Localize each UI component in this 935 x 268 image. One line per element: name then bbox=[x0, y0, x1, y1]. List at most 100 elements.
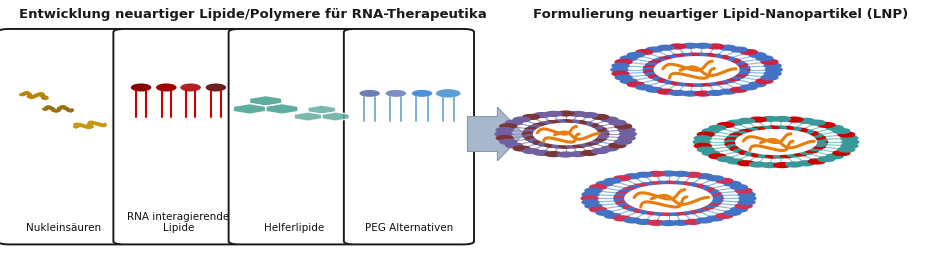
Circle shape bbox=[523, 135, 536, 138]
Circle shape bbox=[737, 65, 750, 69]
Circle shape bbox=[709, 125, 726, 130]
Circle shape bbox=[648, 220, 665, 225]
Circle shape bbox=[640, 210, 654, 214]
Circle shape bbox=[731, 75, 744, 79]
Circle shape bbox=[592, 149, 609, 154]
Circle shape bbox=[672, 172, 689, 176]
Circle shape bbox=[701, 187, 714, 191]
Circle shape bbox=[725, 138, 738, 142]
Circle shape bbox=[707, 216, 724, 221]
Circle shape bbox=[74, 126, 79, 128]
Circle shape bbox=[701, 206, 714, 209]
Circle shape bbox=[649, 75, 662, 79]
Circle shape bbox=[609, 143, 626, 148]
Circle shape bbox=[583, 200, 599, 204]
Circle shape bbox=[569, 111, 586, 116]
Polygon shape bbox=[233, 103, 266, 114]
Circle shape bbox=[707, 176, 724, 181]
Circle shape bbox=[20, 94, 25, 95]
Circle shape bbox=[730, 185, 747, 189]
Circle shape bbox=[719, 89, 736, 94]
Circle shape bbox=[585, 123, 598, 127]
Circle shape bbox=[717, 157, 734, 162]
Circle shape bbox=[761, 59, 778, 64]
Circle shape bbox=[620, 79, 637, 84]
Ellipse shape bbox=[131, 83, 151, 91]
Circle shape bbox=[794, 128, 807, 132]
Circle shape bbox=[838, 132, 855, 137]
Circle shape bbox=[766, 154, 779, 158]
Circle shape bbox=[727, 77, 741, 81]
Circle shape bbox=[609, 120, 626, 125]
Circle shape bbox=[735, 204, 752, 209]
FancyArrow shape bbox=[468, 107, 524, 161]
Circle shape bbox=[657, 89, 674, 94]
Circle shape bbox=[647, 182, 660, 186]
Circle shape bbox=[534, 151, 551, 155]
Circle shape bbox=[619, 189, 632, 193]
Circle shape bbox=[593, 137, 606, 141]
Circle shape bbox=[657, 45, 674, 50]
Circle shape bbox=[737, 68, 750, 72]
Circle shape bbox=[590, 185, 607, 189]
Circle shape bbox=[682, 91, 698, 96]
Circle shape bbox=[618, 136, 635, 140]
Circle shape bbox=[85, 126, 91, 128]
Circle shape bbox=[593, 127, 606, 131]
Circle shape bbox=[645, 73, 658, 76]
Polygon shape bbox=[266, 103, 298, 114]
Circle shape bbox=[690, 184, 703, 188]
Circle shape bbox=[798, 161, 814, 166]
Circle shape bbox=[798, 118, 814, 123]
Circle shape bbox=[506, 120, 523, 125]
Circle shape bbox=[627, 82, 644, 87]
Circle shape bbox=[701, 54, 714, 57]
Circle shape bbox=[79, 124, 83, 126]
Circle shape bbox=[808, 159, 825, 164]
Circle shape bbox=[597, 181, 613, 186]
Circle shape bbox=[636, 172, 653, 177]
Circle shape bbox=[827, 154, 843, 159]
Circle shape bbox=[613, 196, 626, 200]
Circle shape bbox=[739, 151, 752, 154]
Circle shape bbox=[653, 59, 666, 62]
Circle shape bbox=[734, 149, 747, 153]
Circle shape bbox=[761, 117, 778, 121]
Ellipse shape bbox=[385, 90, 406, 97]
Ellipse shape bbox=[533, 123, 598, 145]
Ellipse shape bbox=[359, 90, 380, 97]
FancyBboxPatch shape bbox=[0, 29, 128, 244]
Circle shape bbox=[738, 192, 755, 197]
Circle shape bbox=[805, 131, 818, 135]
Circle shape bbox=[717, 122, 734, 127]
Circle shape bbox=[654, 181, 668, 185]
Circle shape bbox=[30, 96, 36, 98]
Circle shape bbox=[26, 94, 32, 95]
Circle shape bbox=[814, 138, 827, 142]
Circle shape bbox=[640, 183, 654, 187]
Circle shape bbox=[682, 43, 698, 48]
Circle shape bbox=[89, 122, 94, 123]
Circle shape bbox=[730, 87, 747, 92]
Circle shape bbox=[500, 139, 517, 144]
Circle shape bbox=[725, 140, 738, 144]
FancyBboxPatch shape bbox=[113, 29, 243, 244]
Ellipse shape bbox=[156, 83, 177, 91]
FancyBboxPatch shape bbox=[228, 29, 359, 244]
Circle shape bbox=[615, 75, 632, 80]
Circle shape bbox=[552, 120, 565, 124]
Circle shape bbox=[623, 206, 636, 209]
Circle shape bbox=[764, 63, 781, 68]
Circle shape bbox=[735, 63, 748, 67]
Circle shape bbox=[724, 181, 741, 186]
Circle shape bbox=[827, 125, 843, 130]
Circle shape bbox=[87, 123, 93, 125]
Circle shape bbox=[708, 192, 721, 195]
Circle shape bbox=[660, 171, 677, 176]
Circle shape bbox=[523, 149, 539, 154]
Circle shape bbox=[533, 141, 546, 145]
Circle shape bbox=[557, 152, 574, 157]
Circle shape bbox=[711, 196, 724, 200]
Circle shape bbox=[523, 130, 536, 133]
Circle shape bbox=[719, 45, 736, 50]
